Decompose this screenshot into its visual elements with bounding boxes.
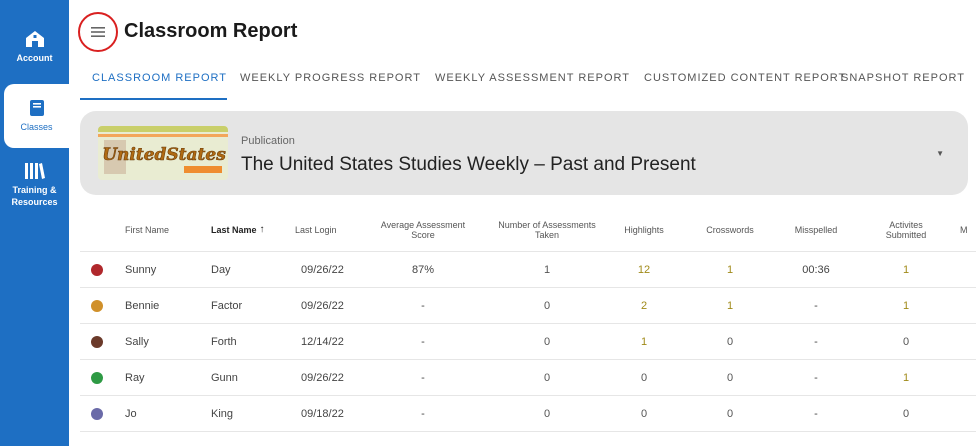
sidebar-item-label: Training & Resources [11,185,58,207]
menu-button[interactable] [78,12,118,52]
average-score: - [421,371,425,384]
col-crosswords[interactable]: Crosswords [706,224,754,235]
assessments-taken: 0 [543,371,551,384]
publication-label: Publication [241,135,295,147]
table-row[interactable]: Ray Gunn 09/26/22 - 0 0 0 - 1 [80,360,976,396]
last-login: 09/18/22 [301,407,344,420]
last-name: Gunn [211,371,238,384]
assessments-taken: 1 [543,263,551,276]
tab-snapshot-report[interactable]: SNAPSHOT REPORT [841,72,966,84]
last-login: 09/26/22 [301,263,344,276]
publication-thumbnail: UnitedStates [98,126,228,180]
avatar [91,263,103,276]
average-score: - [421,299,425,312]
sidebar-item-label: Account [16,53,53,63]
library-icon [24,163,45,179]
sidebar-item-account[interactable]: Account [0,30,69,64]
crosswords: 0 [726,371,734,384]
activities-submitted: 0 [902,407,910,420]
table-header-row: First Name Last Name ↑ Last Login Averag… [80,208,976,252]
publication-logo-text: UnitedStates [102,145,226,165]
last-name: Day [211,263,231,276]
misspelled: 00:36 [802,263,830,276]
first-name: Ray [125,371,145,384]
report-tabs: CLASSROOM REPORT WEEKLY PROGRESS REPORT … [80,62,971,100]
sidebar-item-label: Classes [20,122,53,132]
col-last-login[interactable]: Last Login [295,224,337,235]
highlights: 0 [640,407,648,420]
tab-customized-content-report[interactable]: CUSTOMIZED CONTENT REPORT [644,72,847,84]
average-score: 87% [411,263,435,276]
avatar [91,299,103,312]
avatar [91,407,103,420]
activities-submitted[interactable]: 1 [902,299,910,312]
activities-submitted[interactable]: 1 [902,263,910,276]
activities-submitted[interactable]: 1 [902,371,910,384]
average-score: - [421,335,425,348]
misspelled: - [814,371,818,384]
misspelled: - [814,407,818,420]
avatar [91,335,103,348]
avatar [91,371,103,384]
home-icon [25,31,44,47]
table-row[interactable]: Bennie Factor 09/26/22 - 0 2 1 - 1 [80,288,976,324]
first-name: Bennie [125,299,160,312]
first-name: Sally [125,335,149,348]
tab-classroom-report[interactable]: CLASSROOM REPORT [80,62,227,100]
highlights[interactable]: 2 [640,299,648,312]
first-name: Jo [125,407,137,420]
col-last-name[interactable]: Last Name ↑ [211,208,265,251]
hamburger-icon [91,27,105,37]
col-assessments-taken[interactable]: Number of Assessments Taken [498,219,596,240]
tab-weekly-progress-report[interactable]: WEEKLY PROGRESS REPORT [240,72,421,84]
last-name: Forth [211,335,237,348]
col-more[interactable]: M [960,224,968,235]
crosswords: 0 [726,407,734,420]
first-name: Sunny [125,263,157,276]
highlights[interactable]: 12 [637,263,651,276]
table-row[interactable]: Sunny Day 09/26/22 87% 1 12 1 00:36 1 [80,252,976,288]
highlights[interactable]: 1 [640,335,648,348]
assessments-taken: 0 [543,407,551,420]
crosswords[interactable]: 1 [726,299,734,312]
crosswords: 0 [726,335,734,348]
publication-value: The United States Studies Weekly – Past … [241,154,696,175]
table-row[interactable]: Jo King 09/18/22 - 0 0 0 - 0 [80,396,976,432]
tab-weekly-assessment-report[interactable]: WEEKLY ASSESSMENT REPORT [435,72,630,84]
misspelled: - [814,335,818,348]
sidebar-item-classes[interactable]: Classes [4,84,69,148]
assessments-taken: 0 [543,335,551,348]
sidebar-item-training[interactable]: Training & Resources [0,162,69,208]
col-highlights[interactable]: Highlights [624,224,664,235]
book-icon [29,100,44,116]
assessments-taken: 0 [543,299,551,312]
last-name: Factor [211,299,243,312]
col-misspelled[interactable]: Misspelled [794,224,838,235]
misspelled: - [814,299,818,312]
sort-ascending-icon: ↑ [259,224,265,235]
last-login: 09/26/22 [301,371,344,384]
col-activities-submitted[interactable]: Activites Submitted [885,219,927,240]
classroom-table: First Name Last Name ↑ Last Login Averag… [80,208,976,432]
crosswords[interactable]: 1 [726,263,734,276]
page-title: Classroom Report [124,20,298,42]
caret-down-icon: ▼ [936,149,944,158]
activities-submitted: 0 [902,335,910,348]
last-login: 12/14/22 [301,335,344,348]
col-last-name-label: Last Name [211,224,257,235]
highlights: 0 [640,371,648,384]
publication-select[interactable]: UnitedStates Publication The United Stat… [80,111,968,195]
table-row[interactable]: Sally Forth 12/14/22 - 0 1 0 - 0 [80,324,976,360]
sidebar: Account Classes Training & Resources [0,0,69,446]
last-name: King [211,407,234,420]
last-login: 09/26/22 [301,299,344,312]
col-first-name[interactable]: First Name [125,224,170,235]
average-score: - [421,407,425,420]
col-average-assessment-score[interactable]: Average Assessment Score [380,219,466,240]
